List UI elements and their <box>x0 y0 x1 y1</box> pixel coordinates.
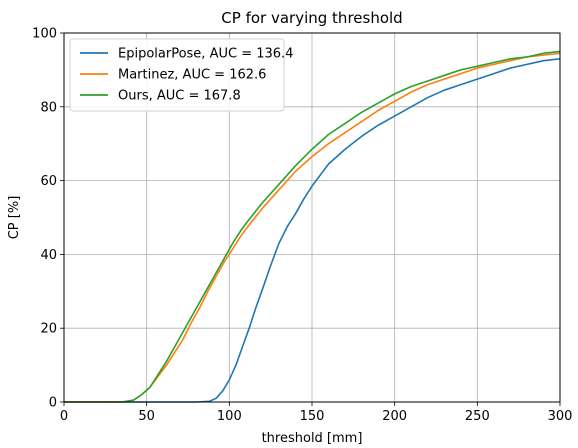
legend-box <box>69 38 285 112</box>
x-tick-label: 0 <box>60 409 68 424</box>
x-tick-label: 150 <box>300 409 325 424</box>
x-tick-label: 50 <box>138 409 155 424</box>
legend-label: EpipolarPose, AUC = 136.4 <box>118 47 293 62</box>
y-tick-label: 80 <box>40 100 57 115</box>
y-tick-label: 20 <box>40 322 57 337</box>
series-line-0 <box>64 58 561 403</box>
y-tick-label: 40 <box>40 248 57 263</box>
chart-title: CP for varying threshold <box>221 9 402 27</box>
y-tick-label: 0 <box>49 396 57 411</box>
legend-label: Martinez, AUC = 162.6 <box>118 68 266 83</box>
x-axis-label: threshold [mm] <box>262 431 363 446</box>
y-tick-label: 100 <box>32 27 57 42</box>
legend-label: Ours, AUC = 167.8 <box>118 89 241 104</box>
y-tick-label: 60 <box>40 174 57 189</box>
y-axis-label: CP [%] <box>7 196 22 240</box>
series-line-1 <box>64 52 561 403</box>
series-line-2 <box>64 50 561 403</box>
x-tick-label: 300 <box>548 409 573 424</box>
x-tick-label: 200 <box>382 409 407 424</box>
x-tick-label: 100 <box>217 409 242 424</box>
legend: EpipolarPose, AUC = 136.4 Martinez, AUC =… <box>69 38 293 112</box>
plot-lines <box>64 50 561 403</box>
x-tick-label: 250 <box>465 409 490 424</box>
axis-ticks: 0 50 100 150 200 250 300 0 20 40 60 80 100 <box>32 27 572 425</box>
